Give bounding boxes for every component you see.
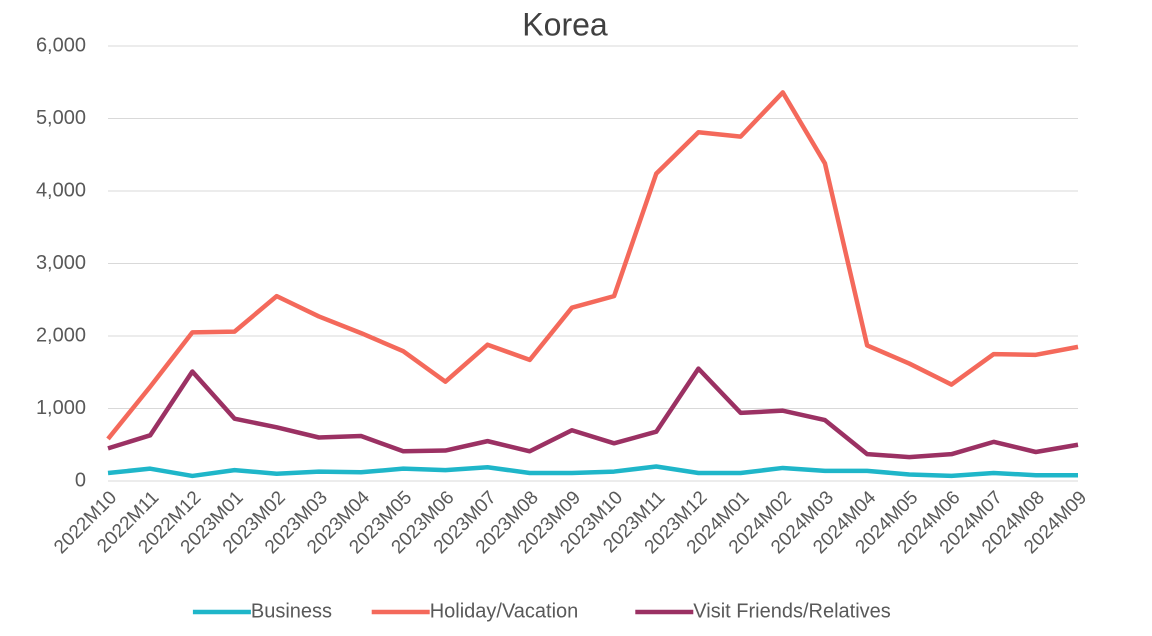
legend-label: Business (251, 600, 332, 622)
series-line (106, 90, 1079, 441)
y-tick-label: 1,000 (36, 397, 86, 419)
y-tick-label: 2,000 (36, 324, 86, 346)
y-tick-label: 5,000 (36, 107, 86, 129)
chart-title: Korea (522, 6, 608, 42)
legend-label: Holiday/Vacation (430, 600, 579, 622)
y-tick-label: 4,000 (36, 179, 86, 201)
y-tick-label: 3,000 (36, 252, 86, 274)
y-tick-label: 0 (75, 469, 86, 491)
y-tick-label: 6,000 (36, 34, 86, 56)
legend-label: Visit Friends/Relatives (693, 600, 890, 622)
series-line (107, 366, 1079, 460)
series-line (107, 464, 1078, 479)
